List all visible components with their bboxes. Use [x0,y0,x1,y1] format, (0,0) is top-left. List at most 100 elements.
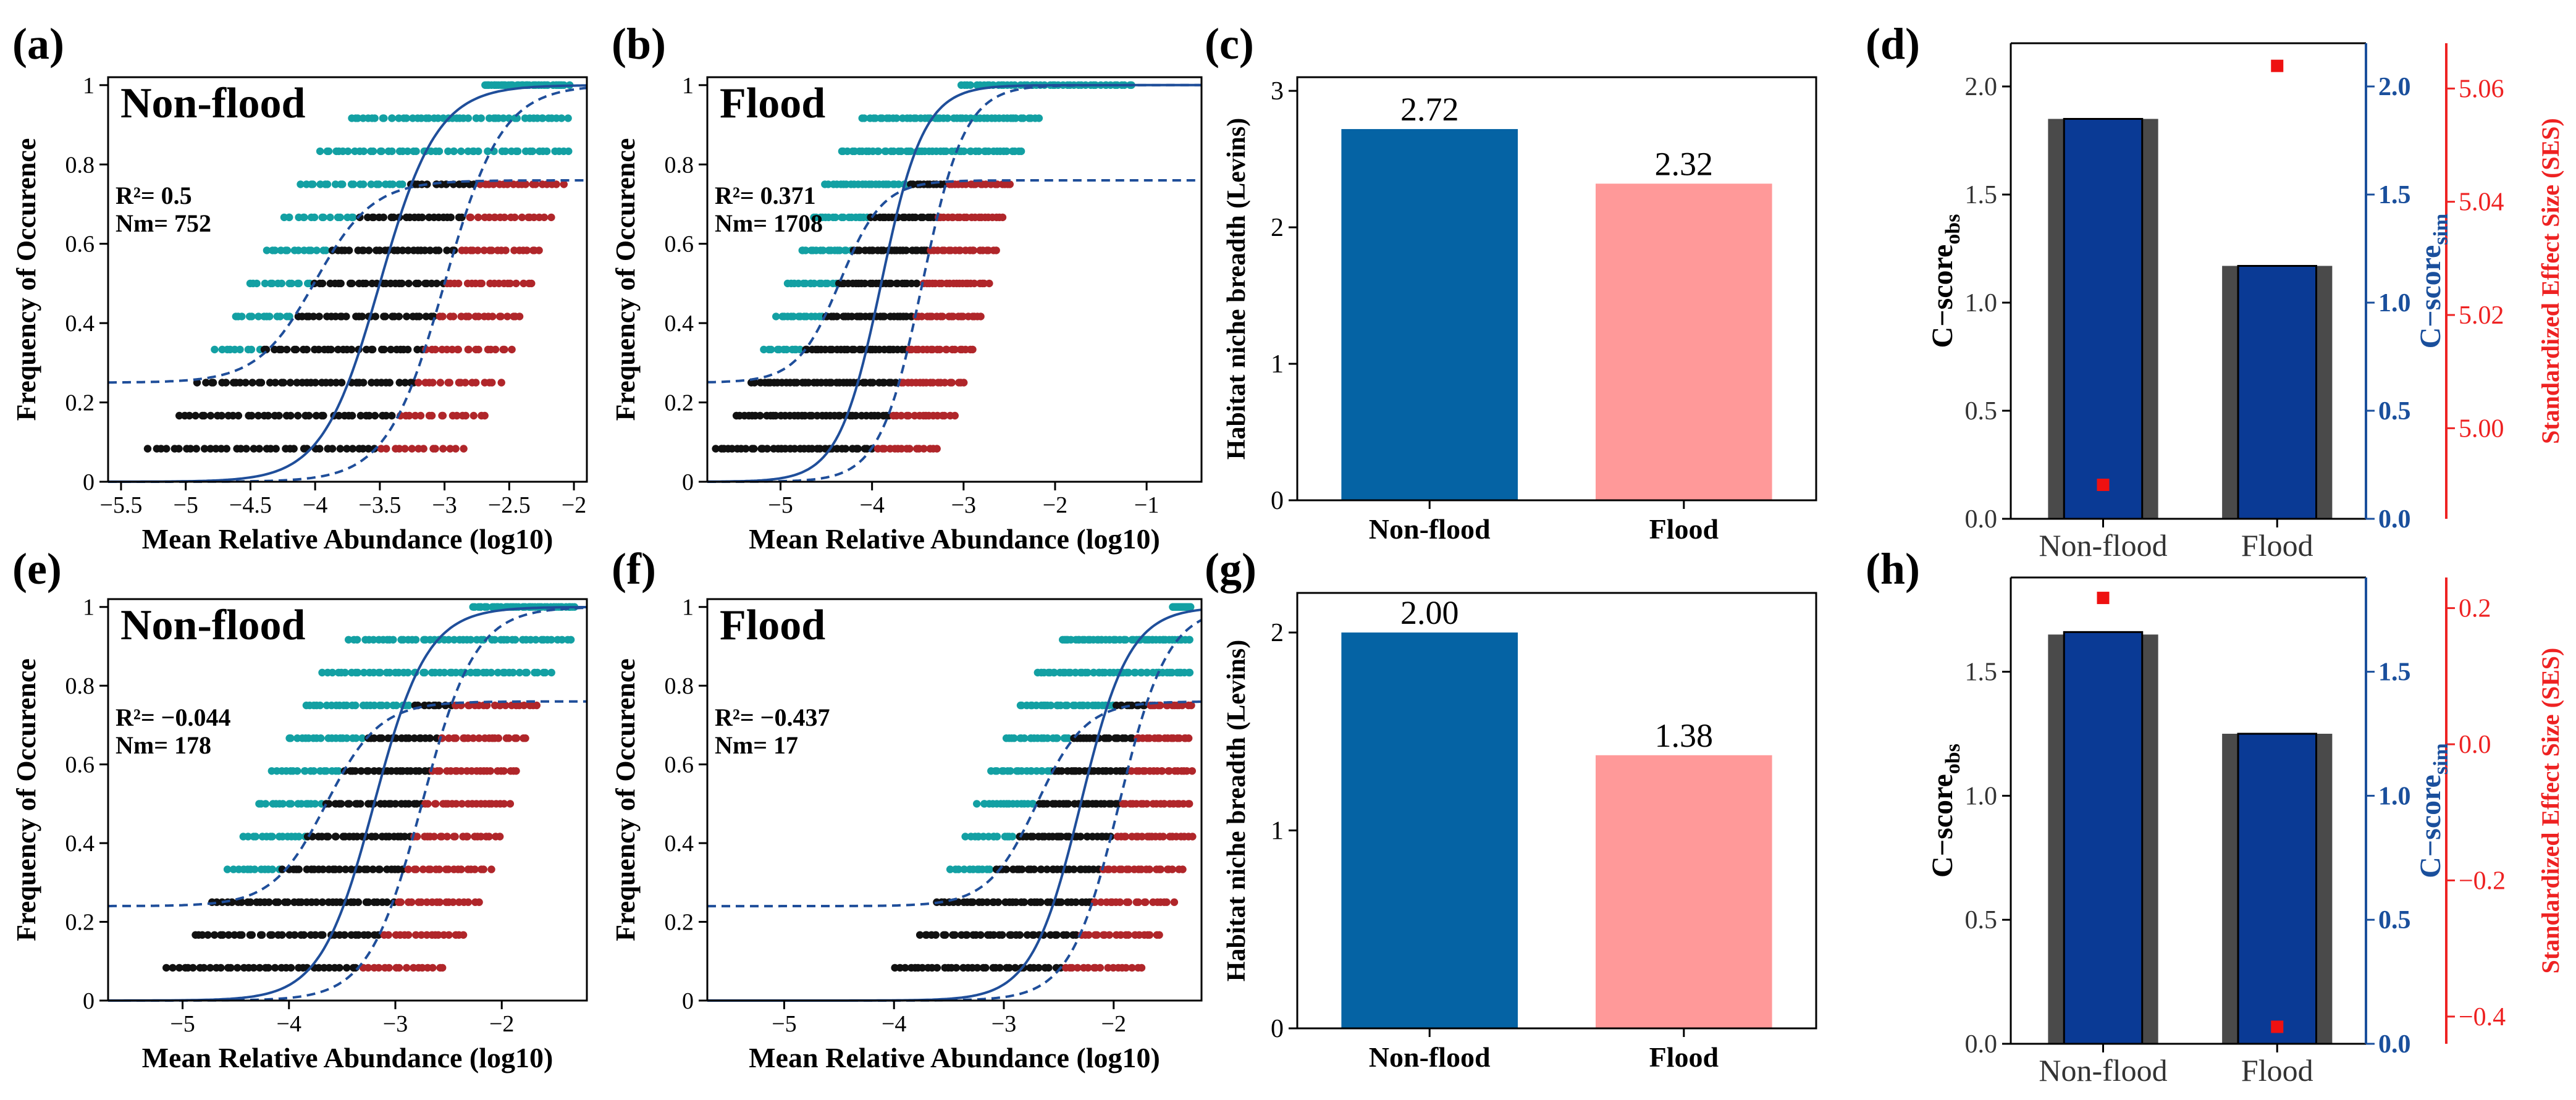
x-tick-label: −2 [1101,1011,1126,1037]
data-point [387,345,395,354]
data-point [431,345,439,354]
data-point [332,379,340,387]
data-point [565,147,573,156]
data-point [412,931,420,939]
data-point [211,345,219,354]
data-point [474,313,482,321]
data-point [397,898,405,906]
sim-tick-label: 1.0 [2378,289,2411,317]
data-point [314,964,323,972]
data-point [1156,865,1165,873]
y-tick-label: 3 [1271,77,1284,106]
y-tick-label: 1 [682,73,694,99]
data-point [500,213,508,222]
data-point [893,114,901,122]
data-point [1064,800,1072,808]
ci-upper-curve [108,179,587,384]
data-point [906,445,914,453]
data-point [512,734,521,742]
data-point [960,379,968,387]
y-tick-label: 0.4 [665,311,694,337]
data-point [410,734,418,742]
data-point [271,964,279,972]
data-point [402,114,411,122]
data-point [212,445,220,453]
data-point [368,379,376,387]
data-point [427,411,436,420]
data-point [1122,964,1130,972]
data-point [1168,865,1177,873]
data-point [912,279,921,288]
data-point [364,445,373,453]
data-point [511,213,519,222]
data-point [419,445,427,453]
plot-frame [107,76,588,483]
panel-title: Non-flood [120,602,306,649]
data-point [223,865,232,873]
data-point [816,445,824,453]
y-tick-label: 0.8 [65,152,95,178]
data-point [1063,701,1071,710]
data-point [1137,964,1146,972]
data-point [443,246,451,254]
x-tick-label: −5 [768,492,793,518]
data-point [189,964,197,972]
data-point [897,411,906,420]
x-tick-label: −4 [882,1011,906,1037]
data-point [222,379,230,387]
data-point [398,180,406,188]
data-point [1188,767,1197,775]
data-point [275,411,283,420]
data-point [405,279,413,288]
data-point [351,767,360,775]
data-point [474,213,482,222]
data-point [1185,734,1193,742]
data-point [162,445,170,453]
data-point [444,865,452,873]
data-point [431,445,439,453]
data-point [973,800,981,808]
data-point [360,180,368,188]
data-point [374,180,383,188]
data-point [1043,865,1051,873]
data-point [345,800,353,808]
bar-value-label: 1.38 [1655,717,1714,754]
bar-value-label: 2.32 [1655,145,1714,182]
data-point [483,701,491,710]
data-point [486,767,495,775]
y-axis-label: Frequency of Occurence [11,138,41,421]
data-point [277,345,285,354]
data-point [489,180,498,188]
y-tick-label: 1 [1271,350,1284,379]
data-point [379,213,387,222]
data-point [459,931,468,939]
data-point [443,345,451,354]
data-point [388,411,396,420]
data-point [360,379,368,387]
data-point [264,964,272,972]
data-point [253,279,261,288]
data-point [316,147,324,156]
cscore-panel-d: Non-flood Flood 0.0 0.5 1.0 1.5 2.0 0.0 0.5 1.0 1.… [1866,19,2564,563]
data-point [518,213,526,222]
y-axis-label: Frequency of Occurence [11,658,41,941]
x-tick-label: −1 [1134,492,1159,518]
data-point [1045,964,1053,972]
data-point [319,931,327,939]
data-point [1006,767,1014,775]
data-point [502,246,510,254]
data-point [285,313,293,321]
data-point [318,898,327,906]
y-axis-label: Frequency of Occurence [610,658,641,941]
ci-upper-curve [707,700,1202,908]
data-point [461,411,470,420]
data-point [413,833,421,841]
stat-nm: Nm= 752 [116,209,211,237]
data-point [380,345,388,354]
data-point [907,147,915,156]
data-point [1163,898,1171,906]
data-point [439,445,447,453]
data-point [1018,865,1026,873]
data-point [371,411,379,420]
